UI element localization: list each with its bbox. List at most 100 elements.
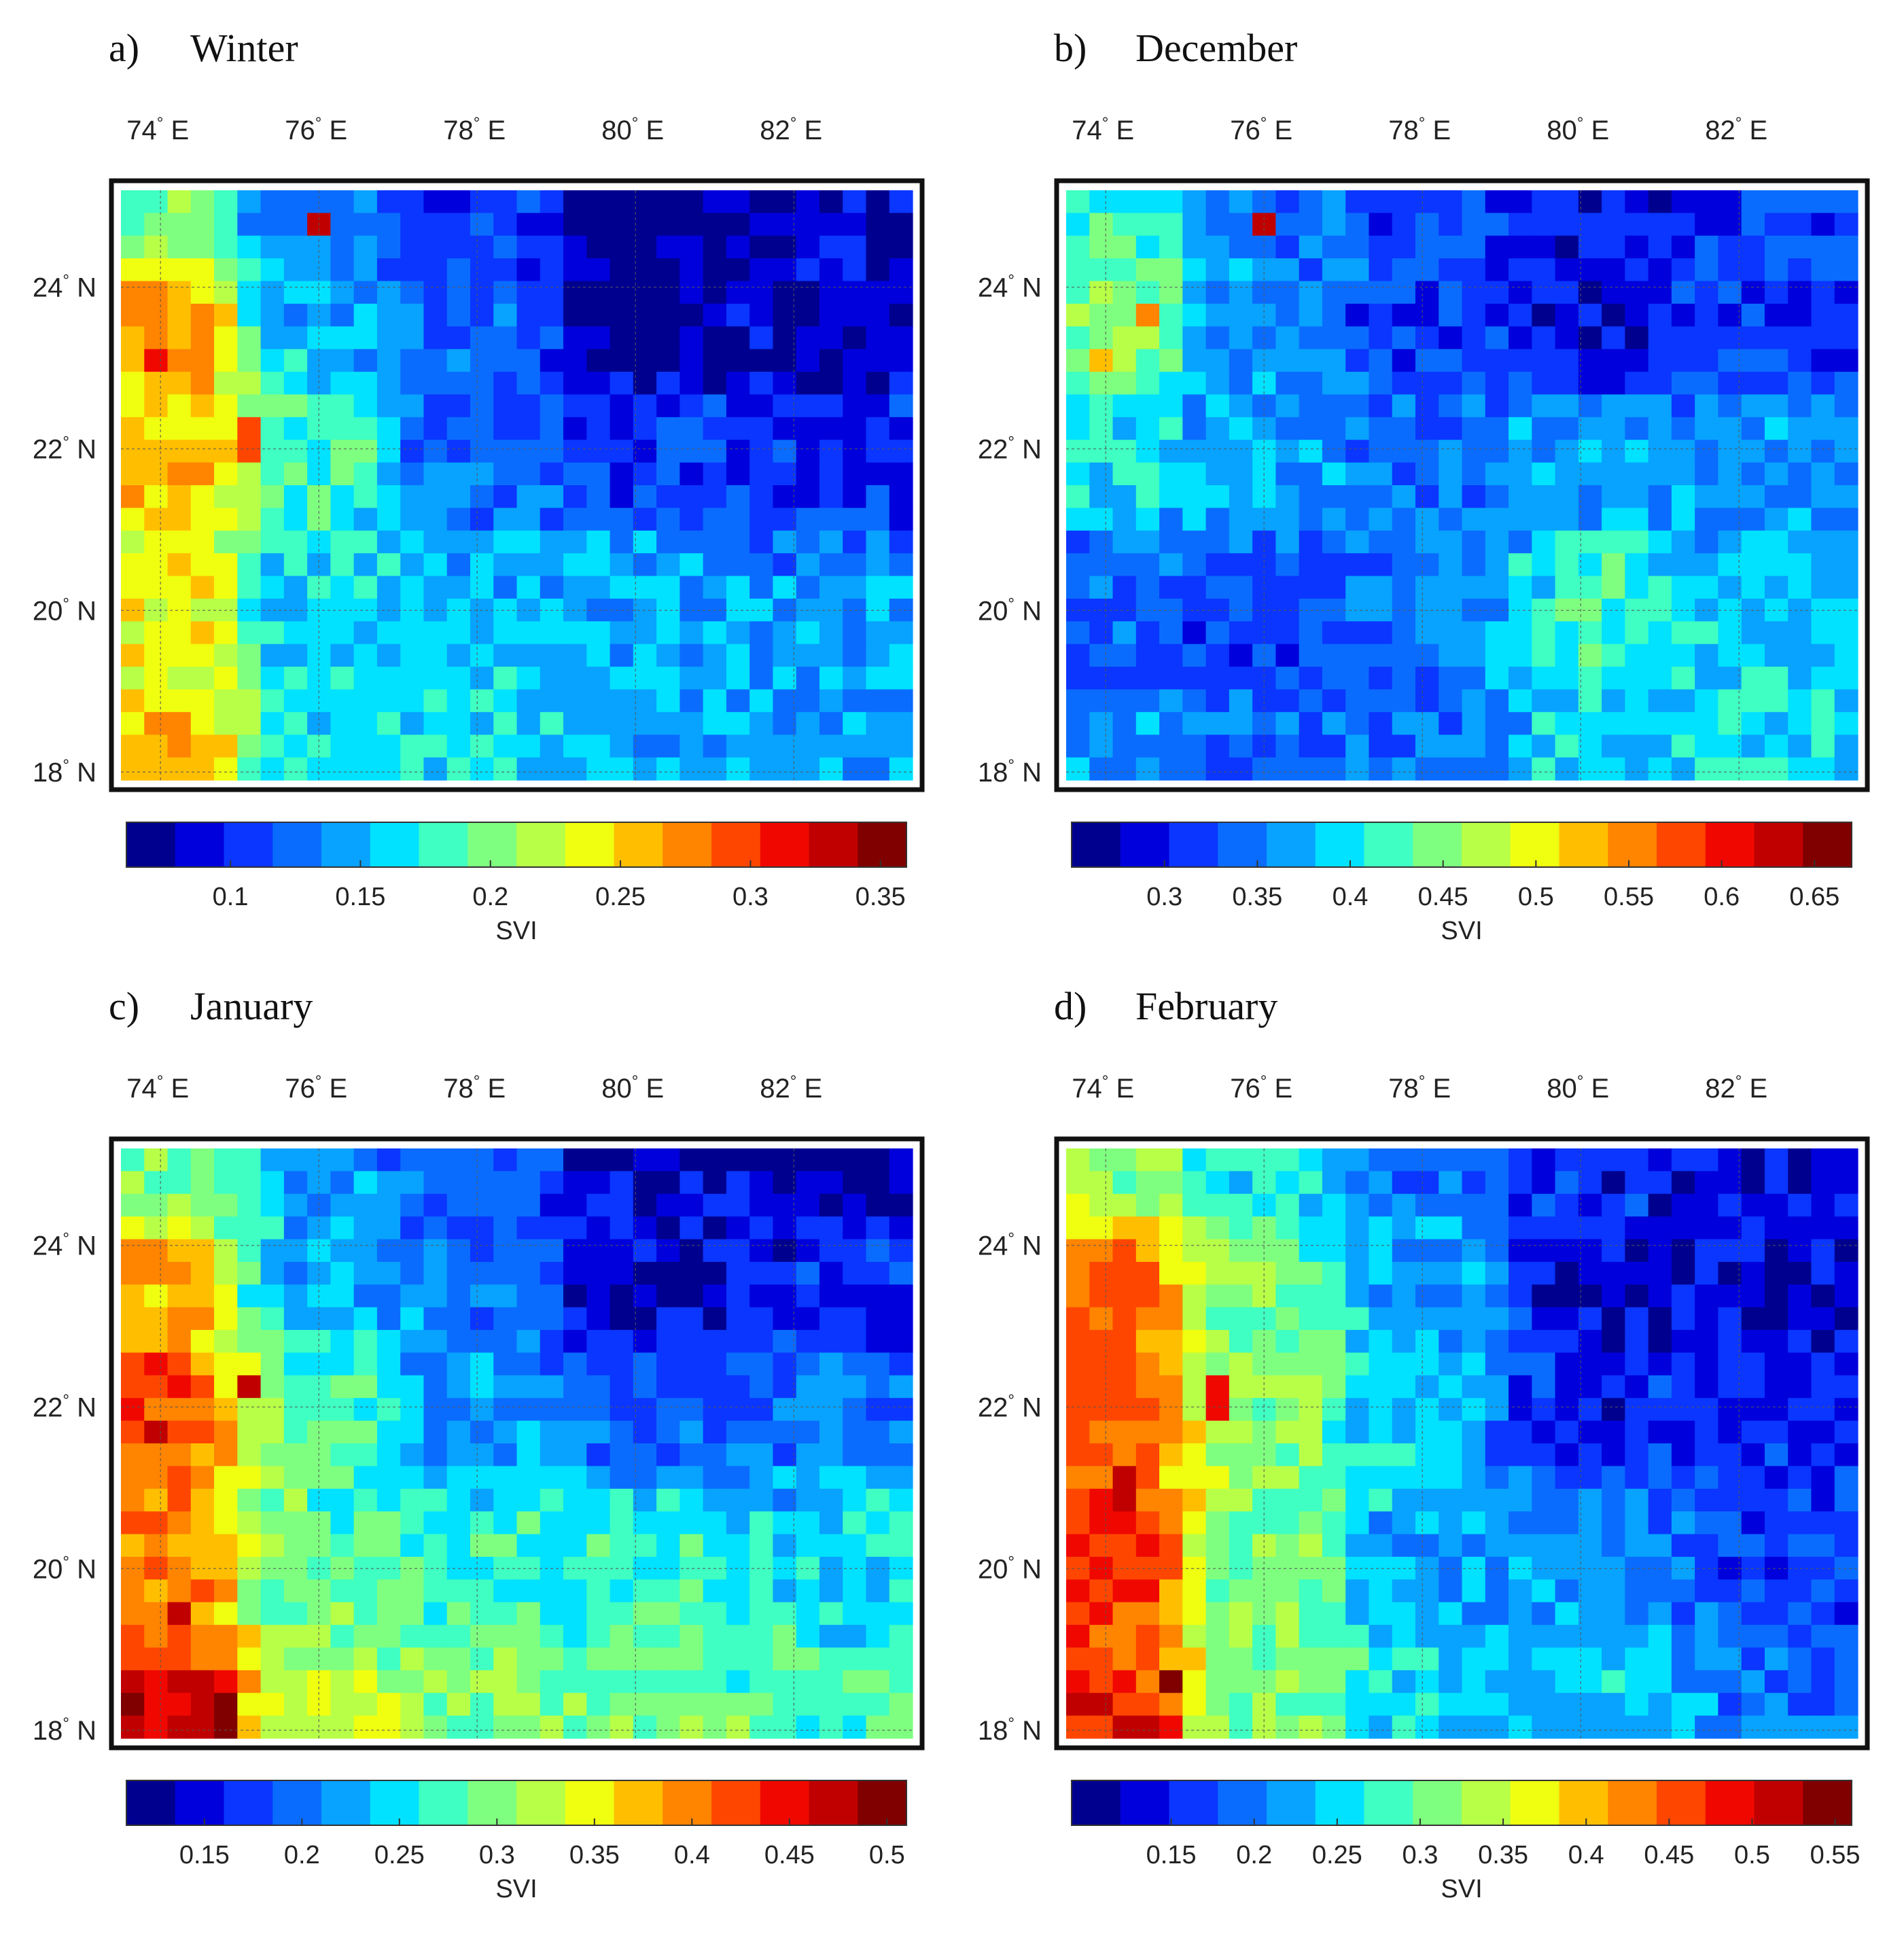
y-tick-label: 20° N (978, 595, 1042, 626)
heatmap-cell (1764, 1579, 1788, 1603)
heatmap-cell (1439, 440, 1463, 463)
heatmap-cell (1834, 576, 1858, 599)
heatmap-cell (516, 757, 541, 781)
colorbar-segment (1267, 822, 1316, 867)
colorbar-segment (126, 822, 176, 867)
heatmap-cell (1788, 757, 1812, 781)
heatmap-cell (446, 1466, 471, 1490)
heatmap-cell (796, 1488, 820, 1512)
heatmap-cell (190, 1171, 215, 1195)
heatmap-cell (610, 1284, 634, 1308)
heatmap-cell (1555, 1420, 1579, 1444)
heatmap-cell (680, 349, 704, 372)
heatmap-cell (283, 1216, 308, 1240)
heatmap-cell (750, 1488, 774, 1512)
heatmap-cell (1602, 372, 1625, 395)
heatmap-cell (1415, 1443, 1439, 1466)
heatmap-cell (1345, 1625, 1370, 1649)
heatmap-cell (144, 1715, 169, 1739)
heatmap-cell (796, 1352, 820, 1376)
heatmap-cell (1415, 1239, 1439, 1263)
heatmap-cell (190, 349, 215, 372)
heatmap-cell (1415, 372, 1439, 395)
heatmap-cell (1764, 485, 1788, 508)
heatmap-cell (1718, 1670, 1742, 1693)
heatmap-cell (1485, 1307, 1509, 1331)
heatmap-cell (400, 530, 425, 554)
heatmap-cell (1439, 1466, 1463, 1490)
heatmap-cell (750, 735, 774, 758)
heatmap-cell (121, 349, 145, 372)
heatmap-cell (353, 1579, 378, 1603)
heatmap-cell (144, 553, 169, 577)
heatmap-cell (283, 1670, 308, 1693)
heatmap-cell (610, 1398, 634, 1422)
heatmap-cell (633, 1261, 657, 1285)
heatmap-cell (889, 621, 913, 645)
heatmap-cell (866, 1239, 890, 1263)
colorbar-segment (858, 1780, 907, 1825)
heatmap-cell (283, 1466, 308, 1490)
heatmap-cell (1275, 1466, 1300, 1490)
heatmap-cell (1602, 235, 1625, 259)
heatmap-cell (1275, 508, 1300, 531)
heatmap-cell (750, 213, 774, 236)
heatmap-cell (1182, 1625, 1207, 1649)
heatmap-cell (353, 644, 378, 667)
heatmap-cell (376, 757, 401, 781)
heatmap-cell (1602, 190, 1625, 213)
heatmap-cell (1275, 1239, 1300, 1263)
heatmap-cell (1625, 485, 1649, 508)
heatmap-cell (540, 1647, 564, 1671)
heatmap-cell (1811, 667, 1835, 690)
colorbar-segment (1120, 822, 1170, 867)
heatmap-cell (423, 258, 448, 282)
heatmap-cell (493, 644, 518, 667)
heatmap-cell (1718, 1398, 1742, 1422)
heatmap-cell (750, 1193, 774, 1217)
heatmap-cell (353, 349, 378, 372)
heatmap-cell (167, 1148, 192, 1172)
heatmap-cell (680, 303, 704, 327)
heatmap-cell (1299, 1239, 1323, 1263)
heatmap-cell (144, 1284, 169, 1308)
heatmap-cell (586, 689, 611, 713)
heatmap-cell (1369, 1375, 1393, 1399)
heatmap-cell (1811, 1511, 1835, 1535)
heatmap-cell (586, 1534, 611, 1558)
heatmap-cell (1182, 462, 1207, 486)
heatmap-cell (586, 621, 611, 645)
heatmap-cell (1602, 1330, 1625, 1354)
heatmap-cell (1299, 735, 1323, 758)
heatmap-cell (1602, 1193, 1625, 1217)
heatmap-cell (1532, 711, 1556, 735)
heatmap-cell (1205, 1216, 1230, 1240)
colorbar-segment (516, 822, 566, 867)
heatmap-cell (1578, 1579, 1602, 1603)
colorbar-tick-label: 0.45 (1644, 1841, 1694, 1869)
heatmap-cell (1671, 1148, 1695, 1172)
heatmap-cell (773, 689, 797, 713)
heatmap-cell (796, 349, 820, 372)
colorbar-tick-label: 0.1 (213, 883, 249, 911)
heatmap-cell (1345, 757, 1370, 781)
heatmap-cell (1625, 1420, 1649, 1444)
heatmap-cell (1695, 1330, 1719, 1354)
heatmap-cell (726, 235, 750, 259)
heatmap-cell (1299, 349, 1323, 372)
heatmap-cell (680, 1534, 704, 1558)
heatmap-cell (1648, 394, 1672, 418)
heatmap-cell (214, 235, 238, 259)
heatmap-cell (703, 394, 727, 418)
heatmap-cell (1764, 1330, 1788, 1354)
heatmap-cell (773, 735, 797, 758)
heatmap-cell (1811, 508, 1835, 531)
heatmap-cell (1205, 326, 1230, 350)
y-tick-label: 24° N (978, 272, 1042, 303)
heatmap-cell (446, 1398, 471, 1422)
heatmap-cell (1834, 1284, 1858, 1308)
heatmap-cell (866, 621, 890, 645)
heatmap-cell (493, 326, 518, 350)
heatmap-cell (1718, 303, 1742, 327)
heatmap-cell (283, 1534, 308, 1558)
